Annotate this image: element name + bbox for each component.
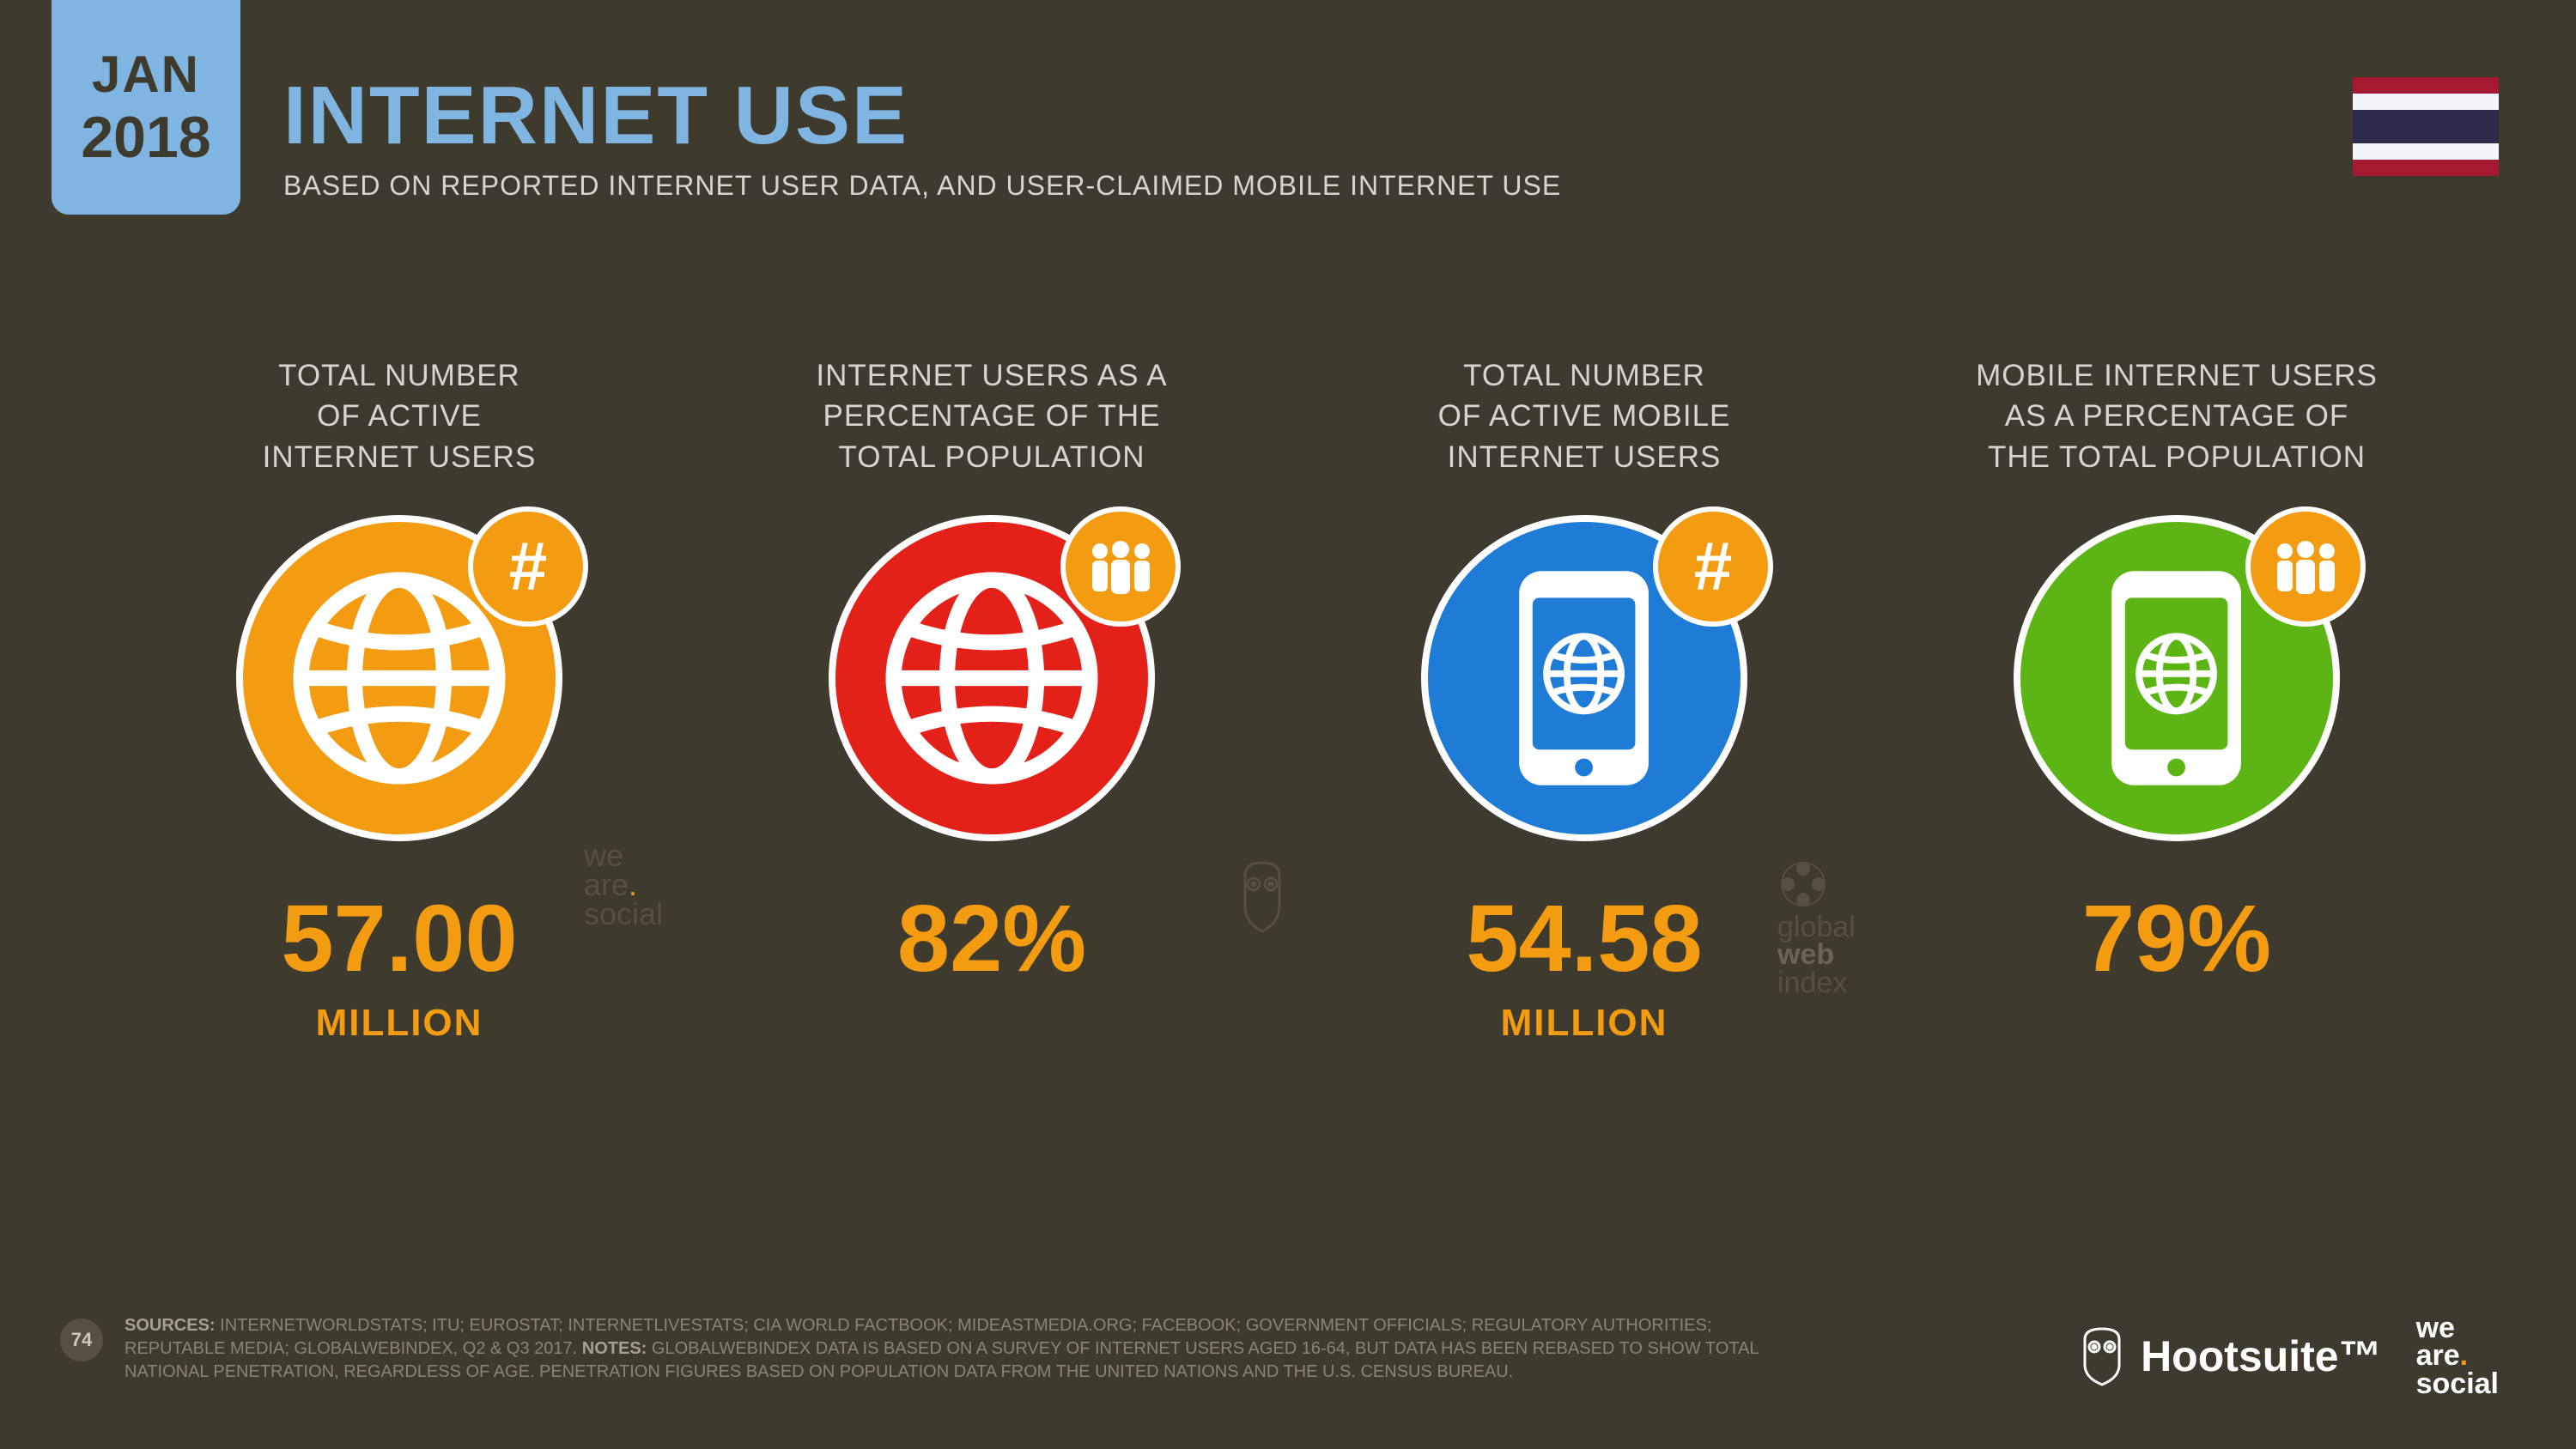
people-badge-icon [1060,506,1181,627]
footer-logos: Hootsuite™ weare.social [2076,1314,2499,1397]
page-subtitle: BASED ON REPORTED INTERNET USER DATA, AN… [283,170,1561,202]
stat-label: TOTAL NUMBEROF ACTIVE MOBILEINTERNET USE… [1438,352,1731,481]
date-month: JAN [92,45,200,104]
stat-icon: # [236,515,562,841]
wearesocial-logo: weare.social [2416,1314,2499,1397]
footer: 74 SOURCES: INTERNETWORLDSTATS; ITU; EUR… [60,1314,2499,1397]
stat-value: 82% [897,884,1086,993]
watermark-hootsuite-owl [1236,858,1288,942]
stats-row: TOTAL NUMBEROF ACTIVEINTERNET USERS #57.… [120,352,2456,1045]
country-flag-thailand [2353,77,2499,176]
hash-badge-icon: # [1653,506,1773,627]
stat-value: 79% [2082,884,2271,993]
hash-badge-icon: # [468,506,588,627]
stat-icon [829,515,1155,841]
stat-unit: MILLION [316,1002,483,1045]
watermark-globalwebindex: globalwebindex [1777,858,1856,997]
stat-item-3: MOBILE INTERNET USERSAS A PERCENTAGE OFT… [1898,352,2456,1045]
stat-unit: MILLION [1501,1002,1668,1045]
title-block: INTERNET USE BASED ON REPORTED INTERNET … [283,69,1561,202]
footer-sources: SOURCES: INTERNETWORLDSTATS; ITU; EUROST… [125,1314,1799,1384]
stat-icon [2014,515,2340,841]
stat-label: MOBILE INTERNET USERSAS A PERCENTAGE OFT… [1976,352,2378,481]
page-number: 74 [60,1319,103,1361]
hootsuite-logo: Hootsuite™ [2076,1326,2382,1386]
stat-value: 57.00 [281,884,517,993]
stat-value: 54.58 [1466,884,1702,993]
date-year: 2018 [81,104,210,171]
people-badge-icon [2245,506,2366,627]
stat-label: TOTAL NUMBEROF ACTIVEINTERNET USERS [263,352,537,481]
date-badge: JAN 2018 [52,0,240,215]
page-title: INTERNET USE [283,69,1561,163]
stat-item-1: INTERNET USERS AS APERCENTAGE OF THETOTA… [713,352,1271,1045]
stat-icon: # [1421,515,1747,841]
watermark-wearesocial: weare.social [584,841,663,930]
stat-item-0: TOTAL NUMBEROF ACTIVEINTERNET USERS #57.… [120,352,678,1045]
stat-label: INTERNET USERS AS APERCENTAGE OF THETOTA… [816,352,1167,481]
